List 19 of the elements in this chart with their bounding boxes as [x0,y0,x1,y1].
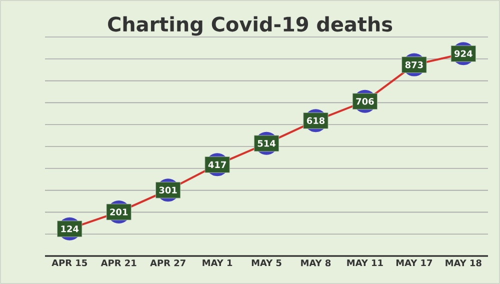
data-label: 924 [454,50,472,58]
data-label: 873 [405,61,423,68]
x-tick-label: APR 21 [100,260,136,266]
data-label: 706 [356,98,374,105]
x-tick-label: APR 15 [52,260,87,266]
x-tick-label: APR 27 [150,260,186,266]
x-tick-label: MAY 18 [446,260,482,266]
chart-title: Charting Covid-19 deaths [108,16,392,36]
data-label: 618 [306,117,325,124]
data-label: 201 [110,208,128,216]
data-label: 301 [159,186,177,194]
data-label: 417 [208,161,226,168]
x-tick-label: MAY 5 [252,260,282,266]
data-label: 124 [61,226,79,232]
x-tick-label: MAY 1 [202,260,232,266]
data-label: 514 [258,140,276,147]
x-tick-label: MAY 11 [347,260,383,266]
x-tick-label: MAY 8 [301,260,331,266]
x-tick-label: MAY 17 [396,260,432,266]
